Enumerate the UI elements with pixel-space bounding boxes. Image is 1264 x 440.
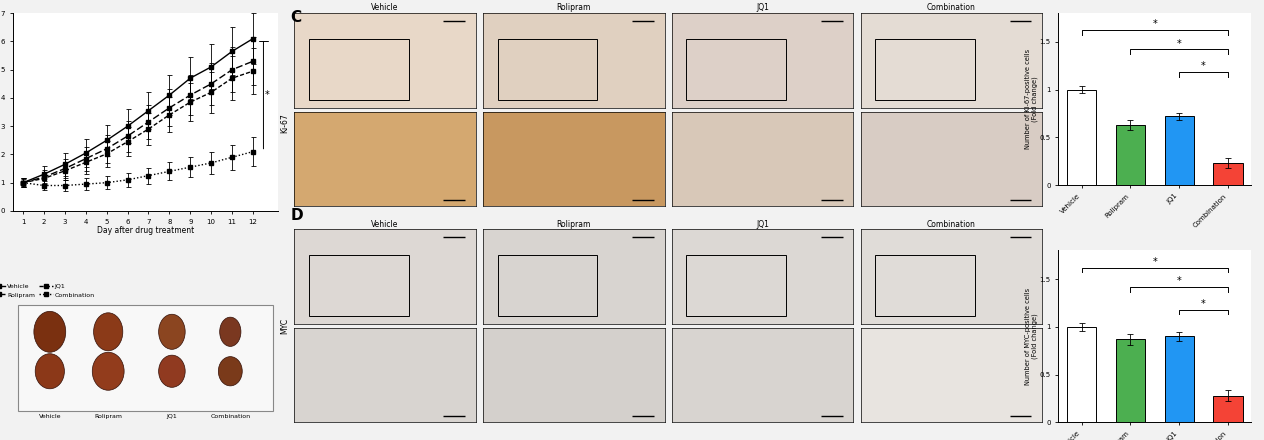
Ellipse shape bbox=[159, 314, 186, 349]
Title: JQ1: JQ1 bbox=[756, 4, 769, 12]
Bar bbox=[1067, 327, 1096, 422]
Text: *: * bbox=[1201, 62, 1206, 71]
FancyBboxPatch shape bbox=[18, 305, 273, 411]
Bar bbox=[1164, 337, 1193, 422]
Ellipse shape bbox=[94, 313, 123, 351]
Text: *: * bbox=[1177, 39, 1182, 48]
Ellipse shape bbox=[219, 357, 243, 386]
Text: *: * bbox=[1177, 276, 1182, 286]
Text: *: * bbox=[264, 90, 269, 100]
Title: Vehicle: Vehicle bbox=[372, 4, 398, 12]
Title: Combination: Combination bbox=[927, 4, 976, 12]
Text: Ki-67: Ki-67 bbox=[279, 114, 289, 133]
Y-axis label: Number of MYC-positive cells
(Fold change): Number of MYC-positive cells (Fold chang… bbox=[1025, 288, 1038, 385]
Text: Combination: Combination bbox=[210, 414, 250, 418]
Text: Vehicle: Vehicle bbox=[38, 414, 61, 418]
Text: D: D bbox=[291, 208, 303, 223]
Ellipse shape bbox=[34, 312, 66, 352]
Ellipse shape bbox=[92, 352, 124, 390]
Ellipse shape bbox=[220, 317, 241, 346]
Text: *: * bbox=[1153, 257, 1158, 267]
Text: JQ1: JQ1 bbox=[167, 414, 177, 418]
Title: Combination: Combination bbox=[927, 220, 976, 229]
Title: Vehicle: Vehicle bbox=[372, 220, 398, 229]
Legend: Vehicle, Rolipram, JQ1, Combination: Vehicle, Rolipram, JQ1, Combination bbox=[0, 281, 97, 300]
Bar bbox=[1164, 116, 1193, 185]
Title: JQ1: JQ1 bbox=[756, 220, 769, 229]
Ellipse shape bbox=[35, 354, 64, 389]
Bar bbox=[1213, 396, 1243, 422]
X-axis label: Day after drug treatment: Day after drug treatment bbox=[97, 226, 193, 235]
Y-axis label: Number of Ki-67-positive cells
(Fold change): Number of Ki-67-positive cells (Fold cha… bbox=[1025, 49, 1038, 149]
Title: Rolipram: Rolipram bbox=[556, 220, 592, 229]
Text: *: * bbox=[1201, 299, 1206, 309]
Bar bbox=[1116, 125, 1145, 185]
Bar bbox=[1067, 90, 1096, 185]
Text: MYC: MYC bbox=[279, 318, 289, 334]
Title: Rolipram: Rolipram bbox=[556, 4, 592, 12]
Text: Rolipram: Rolipram bbox=[95, 414, 123, 418]
Ellipse shape bbox=[159, 355, 186, 387]
Bar bbox=[1213, 163, 1243, 185]
Text: *: * bbox=[1153, 19, 1158, 29]
Text: C: C bbox=[291, 10, 302, 25]
Bar bbox=[1116, 339, 1145, 422]
